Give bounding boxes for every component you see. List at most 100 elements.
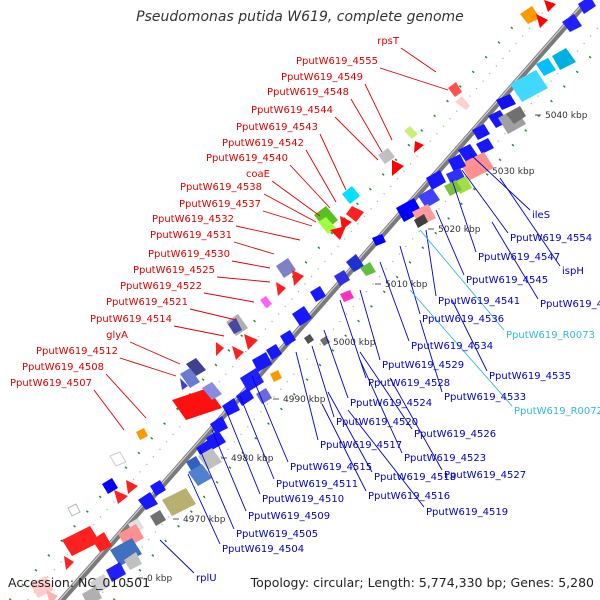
reverse-gene-label[interactable]: PputW619_4529: [382, 360, 464, 371]
reverse-gene-label[interactable]: PputW619_4533: [444, 392, 526, 403]
reverse-gene[interactable]: [320, 336, 330, 346]
forward-gene[interactable]: [455, 96, 470, 110]
reverse-gene[interactable]: [496, 94, 516, 110]
reverse-gene[interactable]: [552, 48, 576, 70]
forward-gene[interactable]: [244, 334, 258, 350]
reverse-gene-label[interactable]: PputW619_4546: [540, 299, 600, 310]
reverse-gene[interactable]: [334, 270, 350, 286]
forward-gene[interactable]: [126, 480, 138, 494]
reverse-gene[interactable]: [252, 352, 272, 372]
forward-gene-label[interactable]: coaE: [246, 169, 270, 180]
forward-gene-label[interactable]: PputW619_4549: [281, 72, 363, 83]
reverse-gene[interactable]: [150, 480, 166, 496]
forward-gene[interactable]: [109, 451, 127, 467]
forward-gene-label[interactable]: glyA: [106, 330, 128, 341]
forward-gene-label[interactable]: PputW619_4540: [206, 153, 288, 164]
forward-gene[interactable]: [180, 368, 200, 388]
forward-gene-label[interactable]: PputW619_4514: [90, 314, 172, 325]
forward-gene-label[interactable]: rpsT: [377, 36, 400, 47]
reverse-gene[interactable]: [106, 562, 126, 582]
reverse-gene-label[interactable]: ispH: [562, 266, 584, 277]
reverse-gene-label[interactable]: PputW619_4517: [320, 440, 402, 451]
reverse-gene[interactable]: [150, 510, 166, 526]
reverse-gene[interactable]: [266, 344, 282, 360]
reverse-gene[interactable]: [472, 124, 490, 140]
forward-gene[interactable]: [342, 186, 360, 204]
reverse-gene-label[interactable]: PputW619_4541: [438, 296, 520, 307]
forward-gene-label[interactable]: PputW619_4522: [120, 281, 202, 292]
reverse-gene[interactable]: [578, 0, 596, 14]
forward-gene[interactable]: [392, 160, 404, 176]
reverse-gene[interactable]: [118, 524, 144, 548]
reverse-gene[interactable]: [510, 70, 548, 102]
reverse-gene[interactable]: [188, 464, 212, 486]
reverse-gene[interactable]: [562, 14, 582, 32]
forward-gene-label[interactable]: PputW619_4543: [236, 122, 318, 133]
reverse-gene[interactable]: [444, 180, 462, 196]
forward-gene[interactable]: [520, 6, 540, 24]
forward-gene[interactable]: [216, 342, 224, 356]
reverse-gene[interactable]: [82, 586, 102, 600]
forward-gene[interactable]: [92, 532, 112, 552]
reverse-gene-label[interactable]: PputW619_4516: [368, 491, 450, 502]
forward-gene-label[interactable]: PputW619_4544: [251, 105, 333, 116]
reverse-gene[interactable]: [460, 152, 494, 180]
forward-gene-label[interactable]: PputW619_4532: [152, 214, 234, 225]
forward-gene[interactable]: [62, 526, 100, 556]
reverse-gene-label[interactable]: PputW619_4547: [478, 252, 560, 263]
reverse-gene[interactable]: [292, 306, 312, 326]
reverse-gene[interactable]: [138, 492, 158, 510]
reverse-gene-label[interactable]: PputW619_4504: [222, 544, 304, 555]
reverse-gene[interactable]: [340, 290, 354, 302]
reverse-gene[interactable]: [448, 154, 466, 172]
forward-gene[interactable]: [136, 428, 148, 440]
reverse-gene[interactable]: [304, 334, 314, 344]
forward-gene[interactable]: [202, 382, 222, 400]
forward-gene-label[interactable]: PputW619_4521: [106, 297, 188, 308]
forward-gene-label[interactable]: PputW619_4538: [180, 182, 262, 193]
reverse-gene-label[interactable]: PputW619_4545: [466, 275, 548, 286]
reverse-gene-label[interactable]: PputW619_4526: [414, 429, 496, 440]
forward-gene[interactable]: [114, 490, 128, 504]
forward-gene[interactable]: [228, 318, 242, 334]
forward-gene[interactable]: [292, 270, 304, 286]
forward-gene[interactable]: [67, 503, 81, 517]
reverse-gene[interactable]: [210, 416, 228, 434]
forward-gene[interactable]: [448, 82, 462, 97]
forward-gene-label[interactable]: PputW619_4508: [22, 362, 104, 373]
reverse-gene[interactable]: [346, 254, 364, 272]
forward-gene-label[interactable]: PputW619_4530: [148, 249, 230, 260]
forward-gene[interactable]: [544, 0, 556, 12]
reverse-gene-label[interactable]: PputW619_4515: [290, 462, 372, 473]
reverse-gene[interactable]: [236, 388, 254, 406]
reverse-gene[interactable]: [310, 286, 326, 302]
forward-gene-label[interactable]: PputW619_4555: [296, 56, 378, 67]
reverse-gene-label[interactable]: PputW619_R0072: [514, 406, 600, 417]
reverse-gene-label[interactable]: PputW619_4523: [404, 453, 486, 464]
reverse-gene[interactable]: [418, 188, 440, 208]
forward-gene[interactable]: [276, 258, 296, 278]
reverse-gene[interactable]: [426, 170, 446, 190]
forward-gene-label[interactable]: PputW619_4507: [10, 378, 92, 389]
reverse-gene[interactable]: [280, 330, 296, 346]
forward-gene-label[interactable]: PputW619_4512: [36, 346, 118, 357]
reverse-gene[interactable]: [124, 552, 142, 570]
reverse-gene-label[interactable]: PputW619_4527: [444, 470, 526, 481]
forward-gene[interactable]: [346, 206, 364, 222]
forward-gene[interactable]: [180, 378, 188, 390]
reverse-gene-label[interactable]: PputW619_4511: [276, 479, 358, 490]
forward-gene[interactable]: [378, 148, 395, 164]
reverse-gene[interactable]: [270, 370, 282, 382]
reverse-gene[interactable]: [360, 262, 376, 276]
forward-gene[interactable]: [46, 590, 58, 600]
forward-gene-label[interactable]: PputW619_4531: [150, 230, 232, 241]
forward-gene[interactable]: [340, 216, 352, 230]
forward-gene[interactable]: [232, 346, 244, 360]
reverse-gene[interactable]: [256, 388, 272, 404]
reverse-gene-label[interactable]: PputW619_4505: [236, 529, 318, 540]
reverse-gene[interactable]: [110, 538, 142, 566]
reverse-gene-label[interactable]: PputW619_4519: [426, 507, 508, 518]
reverse-gene-label[interactable]: PputW619_R0073: [506, 330, 595, 341]
reverse-gene[interactable]: [162, 488, 196, 516]
reverse-gene-label[interactable]: PputW619_4536: [422, 314, 504, 325]
